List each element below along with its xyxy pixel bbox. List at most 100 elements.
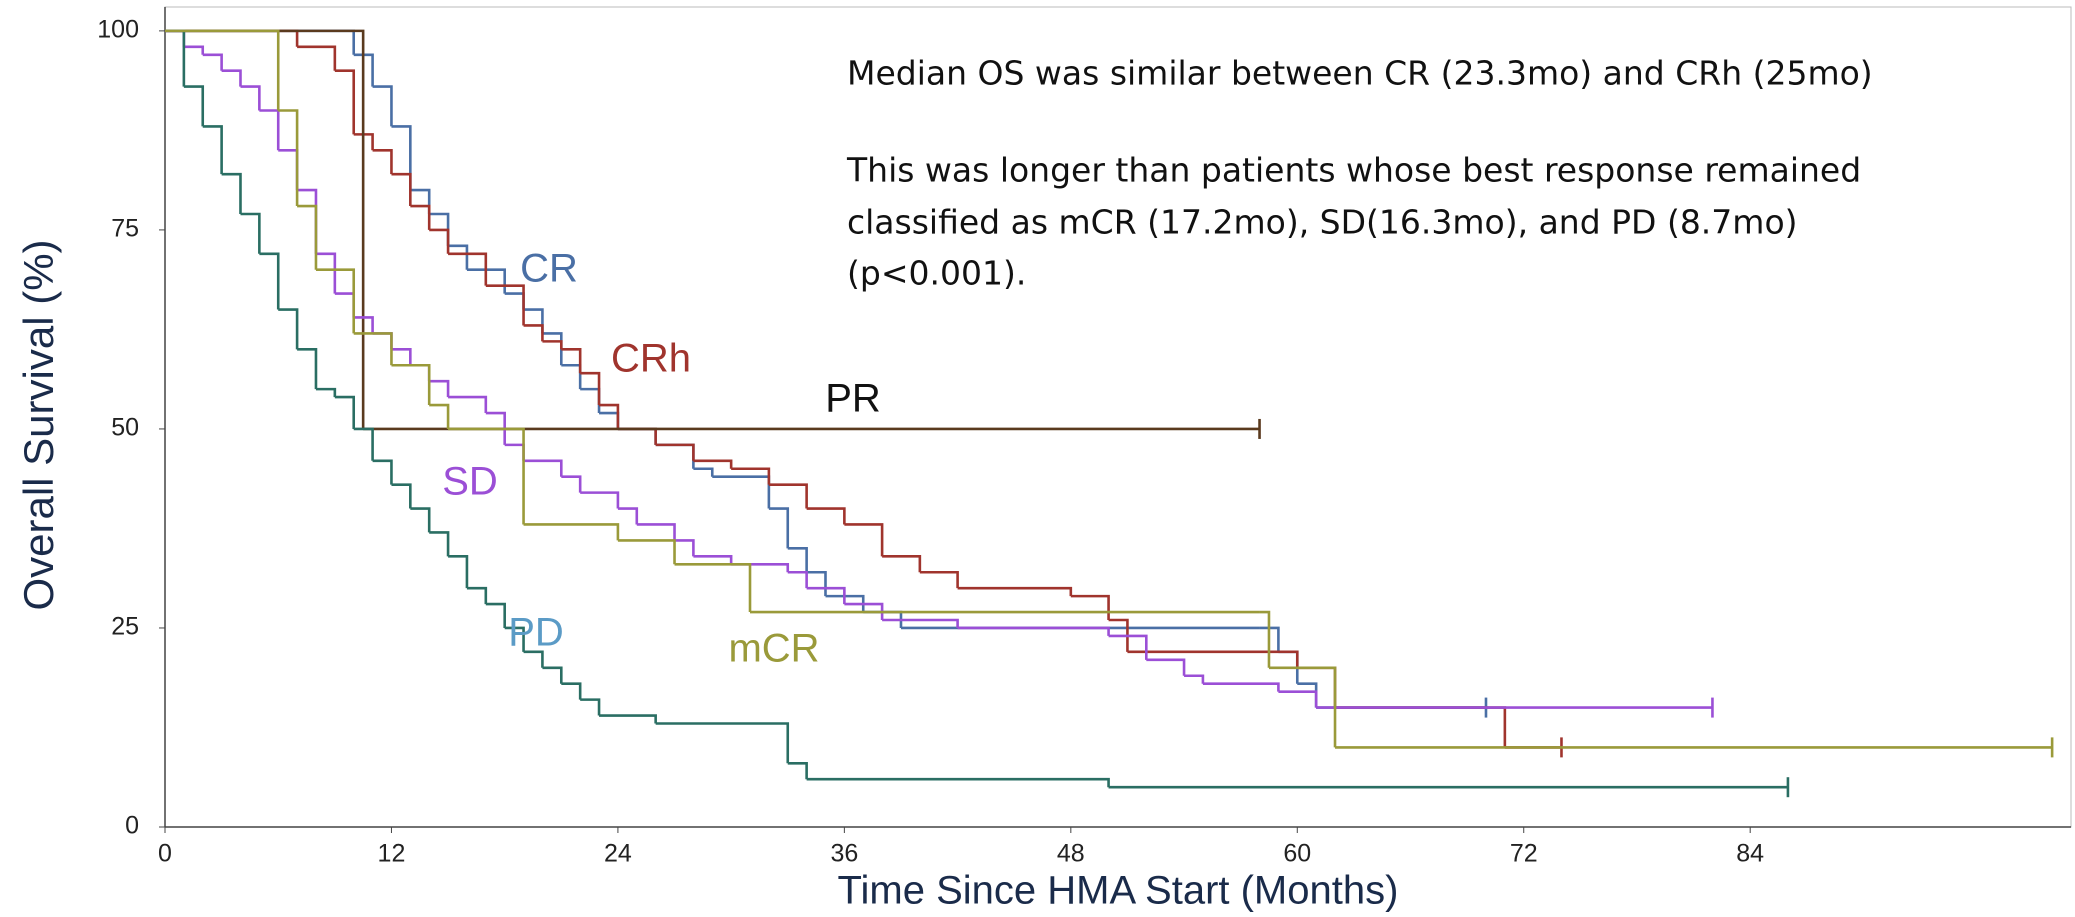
survival-step — [1297, 682, 1318, 708]
survival-step — [165, 29, 365, 429]
survival-step — [448, 244, 469, 270]
survival-step — [674, 562, 752, 613]
survival-step — [334, 395, 356, 429]
survival-step — [221, 172, 242, 214]
survival-step — [334, 69, 356, 135]
survival-step — [1202, 682, 1280, 692]
y-tick-label: 50 — [111, 414, 139, 442]
survival-step — [882, 555, 922, 573]
x-tick-label: 12 — [378, 840, 406, 868]
survival-step — [1335, 706, 1507, 748]
survival-step — [693, 459, 733, 469]
survival-step — [391, 483, 412, 509]
annotation: Median OS was similar between CR (23.3mo… — [847, 54, 1873, 93]
survival-step — [617, 427, 657, 445]
survival-step — [844, 602, 884, 621]
survival-step — [353, 427, 374, 461]
survival-step — [448, 395, 488, 414]
survival-step — [523, 459, 563, 477]
survival-step — [561, 363, 582, 390]
survival-step — [259, 109, 280, 151]
plot-frame — [164, 6, 2072, 828]
survival-step — [882, 618, 959, 628]
survival-step — [240, 85, 261, 111]
x-tick-label: 24 — [604, 840, 632, 868]
survival-step — [787, 547, 808, 573]
y-tick-label: 75 — [111, 215, 139, 243]
survival-step — [693, 467, 714, 477]
survival-step — [372, 85, 393, 127]
survival-step — [448, 555, 469, 589]
survival-step — [655, 722, 790, 764]
survival-step — [391, 348, 412, 366]
survival-step — [1184, 674, 1205, 684]
x-tick-label: 0 — [158, 840, 172, 868]
survival-step — [504, 292, 525, 310]
survival-step — [183, 45, 205, 55]
survival-step — [731, 467, 771, 485]
survival-step — [448, 252, 488, 286]
x-axis-title: Time Since HMA Start (Months) — [838, 869, 1399, 913]
survival-step — [429, 228, 450, 254]
annotation: This was longer than patients whose best… — [846, 151, 1861, 190]
annotation: (p<0.001). — [847, 254, 1026, 293]
series-label: SD — [442, 460, 498, 504]
survival-step — [561, 475, 582, 493]
survival-step — [957, 626, 1110, 636]
survival-step — [278, 109, 299, 207]
survival-step — [599, 714, 657, 724]
survival-step — [523, 324, 544, 342]
survival-step — [485, 284, 525, 326]
survival-step — [1070, 594, 1110, 621]
survival-step — [617, 507, 639, 525]
survival-step — [297, 188, 318, 254]
survival-step — [165, 29, 356, 55]
survival-step — [806, 570, 827, 597]
y-tick-label: 25 — [111, 613, 139, 641]
survival-step — [1278, 690, 1318, 708]
survival-step — [542, 666, 563, 684]
survival-step — [297, 348, 318, 390]
survival-step — [240, 212, 261, 254]
survival-step — [580, 387, 601, 414]
survival-step — [410, 188, 431, 214]
survival-step — [165, 29, 280, 111]
survival-step — [636, 523, 676, 541]
x-tick-label: 60 — [1283, 840, 1311, 868]
survival-step — [315, 387, 337, 398]
survival-step — [768, 507, 790, 549]
series-label: CRh — [611, 337, 691, 381]
survival-step — [353, 332, 393, 366]
x-tick-label: 84 — [1736, 840, 1764, 868]
survival-step — [1146, 658, 1186, 676]
survival-step — [485, 602, 506, 628]
survival-step — [599, 403, 620, 429]
survival-step — [561, 348, 582, 374]
survival-step — [315, 268, 356, 334]
survival-step — [504, 626, 525, 652]
x-tick-label: 48 — [1057, 840, 1085, 868]
survival-step — [165, 29, 186, 47]
survival-step — [806, 777, 1110, 788]
survival-step — [429, 531, 450, 557]
survival-step — [202, 53, 223, 71]
survival-step — [599, 411, 620, 429]
survival-step — [429, 379, 450, 398]
survival-step — [278, 149, 299, 191]
survival-step — [617, 427, 657, 445]
survival-step — [391, 172, 412, 207]
survival-step — [372, 332, 393, 350]
survival-step — [806, 507, 846, 525]
series-label: mCR — [728, 627, 819, 671]
survival-step — [391, 125, 412, 191]
series-label: PD — [508, 611, 564, 655]
x-tick-label: 72 — [1510, 840, 1538, 868]
survival-step — [919, 570, 959, 589]
survival-step — [523, 650, 544, 668]
survival-step — [523, 523, 620, 541]
survival-step — [693, 555, 733, 565]
survival-step — [523, 308, 544, 334]
survival-step — [787, 570, 808, 589]
survival-step — [466, 586, 488, 605]
